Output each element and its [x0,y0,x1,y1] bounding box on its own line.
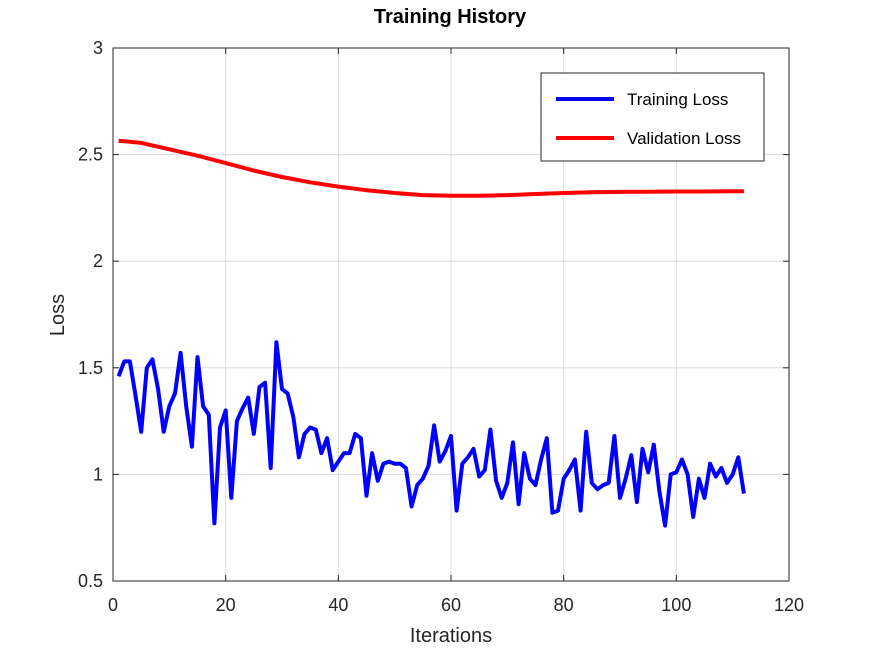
axis-ticks: 0 20 40 60 80 100 120 0.5 1 1.5 2 2.5 3 [78,38,804,615]
legend-label-validation-loss: Validation Loss [627,129,741,148]
x-tick-label: 0 [108,595,118,615]
y-axis-label: Loss [47,294,69,336]
y-tick-label: 2 [93,251,103,271]
x-tick-label: 120 [774,595,804,615]
chart-title: Training History [374,6,527,28]
validation-loss-line [118,138,744,198]
legend-label-training-loss: Training Loss [627,90,728,109]
y-tick-label: 2.5 [78,145,103,165]
y-tick-label: 0.5 [78,571,103,591]
x-tick-label: 60 [441,595,461,615]
x-tick-label: 40 [328,595,348,615]
legend: Training Loss Validation Loss [540,72,765,162]
y-tick-label: 3 [93,38,103,58]
x-tick-label: 20 [216,595,236,615]
series-layer [116,138,746,528]
x-axis-label: Iterations [410,625,492,647]
y-tick-label: 1.5 [78,358,103,378]
y-tick-label: 1 [93,464,103,484]
training-loss-line [116,340,746,528]
x-tick-label: 100 [661,595,691,615]
x-tick-label: 80 [554,595,574,615]
legend-box [540,72,765,162]
